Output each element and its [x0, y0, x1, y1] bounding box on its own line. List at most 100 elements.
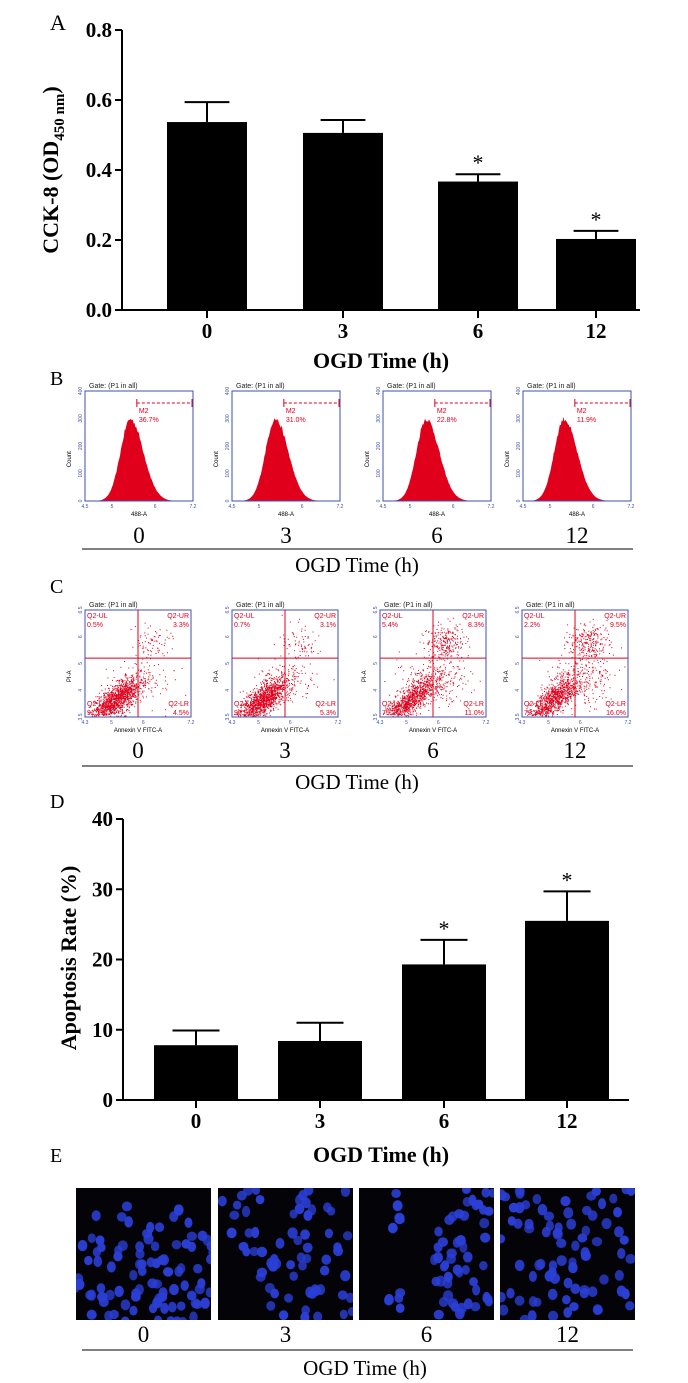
x-tick-label: 12	[557, 1109, 578, 1133]
nucleus	[174, 1266, 184, 1277]
nucleus	[552, 1228, 563, 1239]
x-tick-label: 7.2	[625, 720, 632, 726]
nucleus	[169, 1284, 179, 1296]
significance-marker: *	[473, 150, 484, 175]
quadrant-ur-label: Q2-UR	[604, 613, 626, 620]
nucleus	[244, 1228, 254, 1238]
x-tick-label: 6	[439, 1109, 450, 1133]
nucleus	[621, 1288, 630, 1300]
panel-label-b: B	[50, 368, 63, 390]
x-tick-label: 4.3	[229, 720, 236, 726]
panel-a-xlabel: OGD Time (h)	[313, 348, 449, 373]
nucleus	[59, 1243, 69, 1253]
nucleus	[394, 1212, 405, 1223]
scatter-panel-0: Gate: (P1 in all) Q2-UL 0.5% Q2-UR 3.3% Q2-LL…	[67, 602, 195, 763]
x-axis-label: Annexin V FITC-A	[409, 728, 457, 734]
plot-frame	[231, 390, 341, 502]
nucleus	[206, 1241, 211, 1251]
nucleus	[153, 1315, 163, 1320]
nucleus	[289, 1271, 298, 1281]
time-label: 0	[138, 1322, 150, 1347]
quadrant-ul-percent: 0.5%	[87, 622, 103, 629]
nucleus	[120, 1299, 131, 1311]
scatter-panel-12: Gate: (P1 in all) Q2-UL 2.2% Q2-UR 9.5% Q2-LL…	[504, 602, 632, 763]
nuclei-group	[383, 1188, 494, 1320]
time-label: 6	[427, 738, 439, 763]
nucleus	[462, 1251, 473, 1263]
significance-marker: *	[591, 207, 602, 232]
y-tick-label: 5	[78, 662, 84, 665]
nucleus	[242, 1188, 253, 1196]
y-axis-label: PI-A	[67, 671, 73, 683]
y-tick-label: 0.4	[86, 158, 113, 182]
x-tick-label: 7.2	[483, 720, 490, 726]
x-tick-label: 7.2	[188, 720, 195, 726]
nuclei-group	[59, 1201, 211, 1320]
nucleus	[342, 1231, 353, 1241]
y-tick-label: 0.2	[86, 228, 112, 252]
y-tick-label: 5	[373, 662, 379, 665]
scatter-events	[88, 622, 187, 717]
bar-6	[402, 964, 486, 1100]
x-tick-label: 6	[301, 504, 304, 510]
y-tick-label: 200	[376, 442, 382, 451]
x-tick-label: 5	[405, 720, 408, 726]
nucleus	[532, 1194, 542, 1205]
panel-e-hoechst-microscopy: OGD Time (h) 0 3 6 12	[59, 1188, 635, 1380]
nucleus	[455, 1266, 464, 1278]
y-axis-label: Count	[365, 451, 371, 467]
histogram-panel-6: Gate: (P1 in all) M2 22.8% 0 100 200 300 400 Cou…	[365, 383, 495, 548]
m2-percent: 11.9%	[577, 417, 596, 424]
histogram-panel-3: Gate: (P1 in all) M2 31.0% 0 100 200 300 400 Cou…	[214, 383, 344, 548]
nucleus	[189, 1311, 198, 1320]
time-label: 0	[133, 523, 145, 548]
nucleus	[619, 1235, 629, 1245]
nucleus	[167, 1301, 177, 1313]
quadrant-ll-label: Q2-LL	[524, 701, 544, 708]
nucleus	[190, 1298, 201, 1309]
m2-percent: 36.7%	[139, 417, 159, 424]
nucleus	[537, 1203, 548, 1216]
x-tick-label: 6	[154, 504, 157, 510]
y-tick-label: 6	[225, 635, 231, 638]
nucleus	[154, 1293, 164, 1305]
quadrant-ur-percent: 3.3%	[173, 622, 189, 629]
y-axis-label: Count	[505, 451, 511, 467]
nucleus	[591, 1236, 603, 1247]
gate-title: Gate: (P1 in all)	[236, 383, 285, 390]
nucleus	[175, 1319, 181, 1320]
y-tick-label: 6.5	[78, 606, 84, 613]
panel-c-axis-title: OGD Time (h)	[295, 770, 419, 794]
nucleus	[500, 1234, 506, 1244]
nucleus	[142, 1228, 153, 1239]
nucleus	[514, 1188, 525, 1196]
x-axis-label: 488-A	[429, 512, 445, 518]
y-tick-label: 6	[515, 635, 521, 638]
microscopy-panel-6: 6	[359, 1188, 494, 1347]
y-tick-label: 0.6	[86, 88, 112, 112]
nucleus	[613, 1207, 622, 1218]
time-label: 0	[132, 738, 144, 763]
nucleus	[121, 1201, 132, 1212]
y-tick-label: 3.5	[515, 713, 521, 720]
nucleus	[560, 1195, 571, 1207]
nucleus	[172, 1316, 182, 1320]
quadrant-lr-percent: 4.5%	[173, 710, 189, 717]
nucleus	[500, 1304, 509, 1316]
m2-percent: 31.0%	[286, 417, 306, 424]
nucleus	[186, 1231, 198, 1241]
nucleus	[577, 1233, 588, 1243]
quadrant-ll-label: Q2-LL	[234, 701, 254, 708]
gate-title: Gate: (P1 in all)	[527, 383, 576, 390]
nucleus	[76, 1278, 85, 1291]
scatter-events	[526, 618, 626, 717]
nucleus	[433, 1309, 444, 1320]
y-tick-label: 4	[78, 689, 84, 692]
nucleus	[437, 1237, 449, 1247]
nucleus	[580, 1247, 590, 1259]
nucleus	[614, 1226, 624, 1238]
nucleus	[614, 1269, 624, 1281]
m2-label: M2	[577, 408, 587, 415]
nucleus	[287, 1227, 298, 1239]
x-axis-label: Annexin V FITC-A	[114, 728, 162, 734]
